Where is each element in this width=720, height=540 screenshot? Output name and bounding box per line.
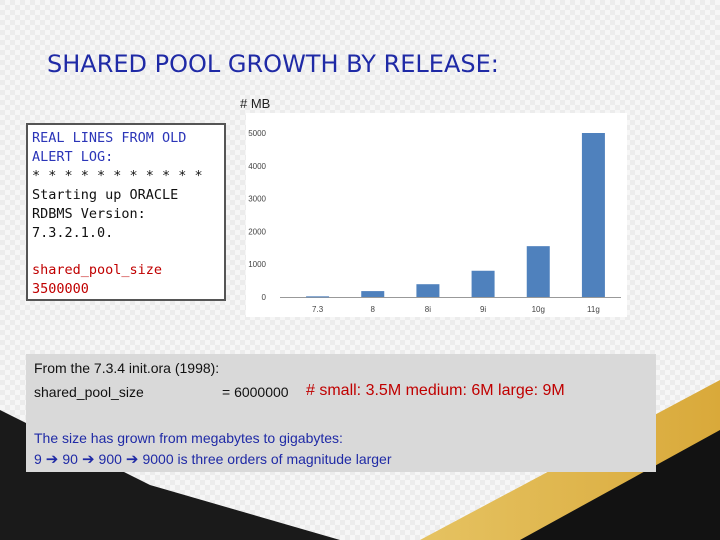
- seq-item-3: 900: [98, 451, 122, 467]
- x-tick-label: 8i: [425, 305, 431, 314]
- seq-item-2: 90: [62, 451, 78, 467]
- info-param: shared_pool_size: [34, 384, 144, 400]
- log-param-name: shared_pool_size: [32, 262, 163, 278]
- info-sizes: # small: 3.5M medium: 6M large: 9M: [306, 382, 565, 399]
- x-tick-label: 9i: [480, 305, 486, 314]
- log-header-1: REAL LINES FROM OLD: [32, 130, 187, 146]
- x-tick-label: 7.3: [312, 305, 324, 314]
- chart-unit-label: # MB: [240, 96, 271, 111]
- y-tick-label: 0: [262, 293, 267, 302]
- bar-7.3: [306, 296, 330, 298]
- bar-chart: 0 1000 2000 3000 4000 5000 7.3 8 8i 9i 10g 11g: [246, 113, 627, 317]
- bar-8i: [416, 284, 440, 297]
- seq-item-4: 9000 is three orders of magnitude larger: [142, 451, 392, 467]
- info-line-3: The size has grown from megabytes to gig…: [34, 430, 343, 446]
- log-param-value: 3500000: [32, 281, 89, 297]
- alert-log-box: REAL LINES FROM OLD ALERT LOG: * * * * *…: [26, 123, 226, 301]
- log-stars: * * * * * * * * * * *: [32, 168, 203, 184]
- arrow-right-icon: ➔: [81, 451, 95, 468]
- bar-8: [361, 291, 385, 297]
- info-line-1: From the 7.3.4 init.ora (1998):: [34, 360, 220, 376]
- y-tick-label: 1000: [248, 260, 266, 269]
- arrow-right-icon: ➔: [125, 451, 139, 468]
- slide-title: SHARED POOL GROWTH BY RELEASE:: [47, 50, 499, 78]
- log-header-2: ALERT LOG:: [32, 149, 114, 165]
- y-tick-label: 3000: [248, 195, 266, 204]
- y-tick-label: 4000: [248, 162, 266, 171]
- bar-10g: [526, 246, 550, 297]
- x-tick-label: 11g: [587, 305, 600, 314]
- y-tick-label: 2000: [248, 227, 266, 236]
- seq-item-1: 9: [34, 451, 42, 467]
- x-tick-label: 10g: [532, 305, 545, 314]
- y-tick-label: 5000: [248, 129, 266, 138]
- info-line-2: shared_pool_size = 6000000 # small: 3.5M…: [34, 382, 565, 400]
- log-line-3: 7.3.2.1.0.: [32, 225, 114, 241]
- bar-11g: [581, 133, 605, 297]
- log-line-1: Starting up ORACLE: [32, 187, 179, 203]
- info-box: From the 7.3.4 init.ora (1998): shared_p…: [26, 354, 656, 472]
- info-value: = 6000000: [222, 384, 289, 400]
- bar-9i: [471, 270, 495, 297]
- info-line-4: 9 ➔ 90 ➔ 900 ➔ 9000 is three orders of magnitu…: [34, 450, 392, 468]
- bar-chart-svg: 0 1000 2000 3000 4000 5000 7.3 8 8i 9i 10g 11g: [248, 129, 621, 314]
- log-line-2: RDBMS Version:: [32, 206, 146, 222]
- arrow-right-icon: ➔: [45, 451, 59, 468]
- x-tick-label: 8: [371, 305, 376, 314]
